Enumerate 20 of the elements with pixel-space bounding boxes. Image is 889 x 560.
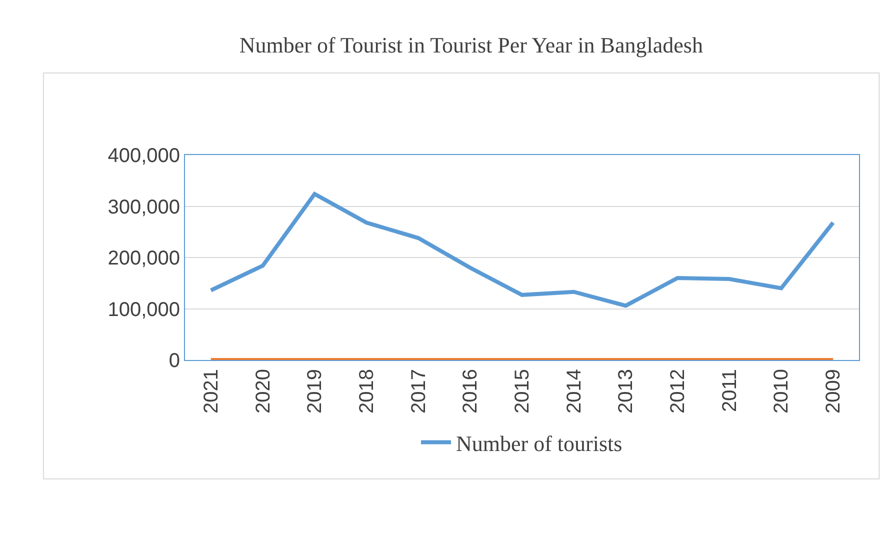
x-tick-label: 2014: [563, 369, 586, 414]
x-tick-label: 2018: [356, 369, 378, 414]
x-tick-label: 2020: [252, 369, 274, 414]
x-tick-label: 2012: [667, 369, 690, 414]
x-tick-label: 2015: [512, 369, 534, 414]
x-tick-label: 2021: [200, 369, 222, 414]
legend-label: Number of tourists: [456, 430, 622, 456]
y-tick-label: 300,000: [108, 196, 180, 218]
y-tick-label: 200,000: [108, 248, 180, 270]
x-tick-label: 2016: [460, 369, 482, 414]
x-tick-label: 2010: [770, 369, 793, 414]
x-tick-label: 2011: [718, 369, 741, 412]
x-tick-label: 2009: [822, 369, 845, 414]
chart-title: Number of Tourist in Tourist Per Year in Bangladesh: [239, 32, 703, 58]
y-tick-label: 100,000: [108, 298, 180, 321]
y-tick-label: 400,000: [108, 145, 180, 167]
y-tick-label: 0: [168, 350, 180, 372]
x-tick-label: 2017: [408, 369, 430, 414]
x-tick-label: 2019: [304, 369, 326, 414]
x-tick-label: 2013: [615, 369, 638, 414]
